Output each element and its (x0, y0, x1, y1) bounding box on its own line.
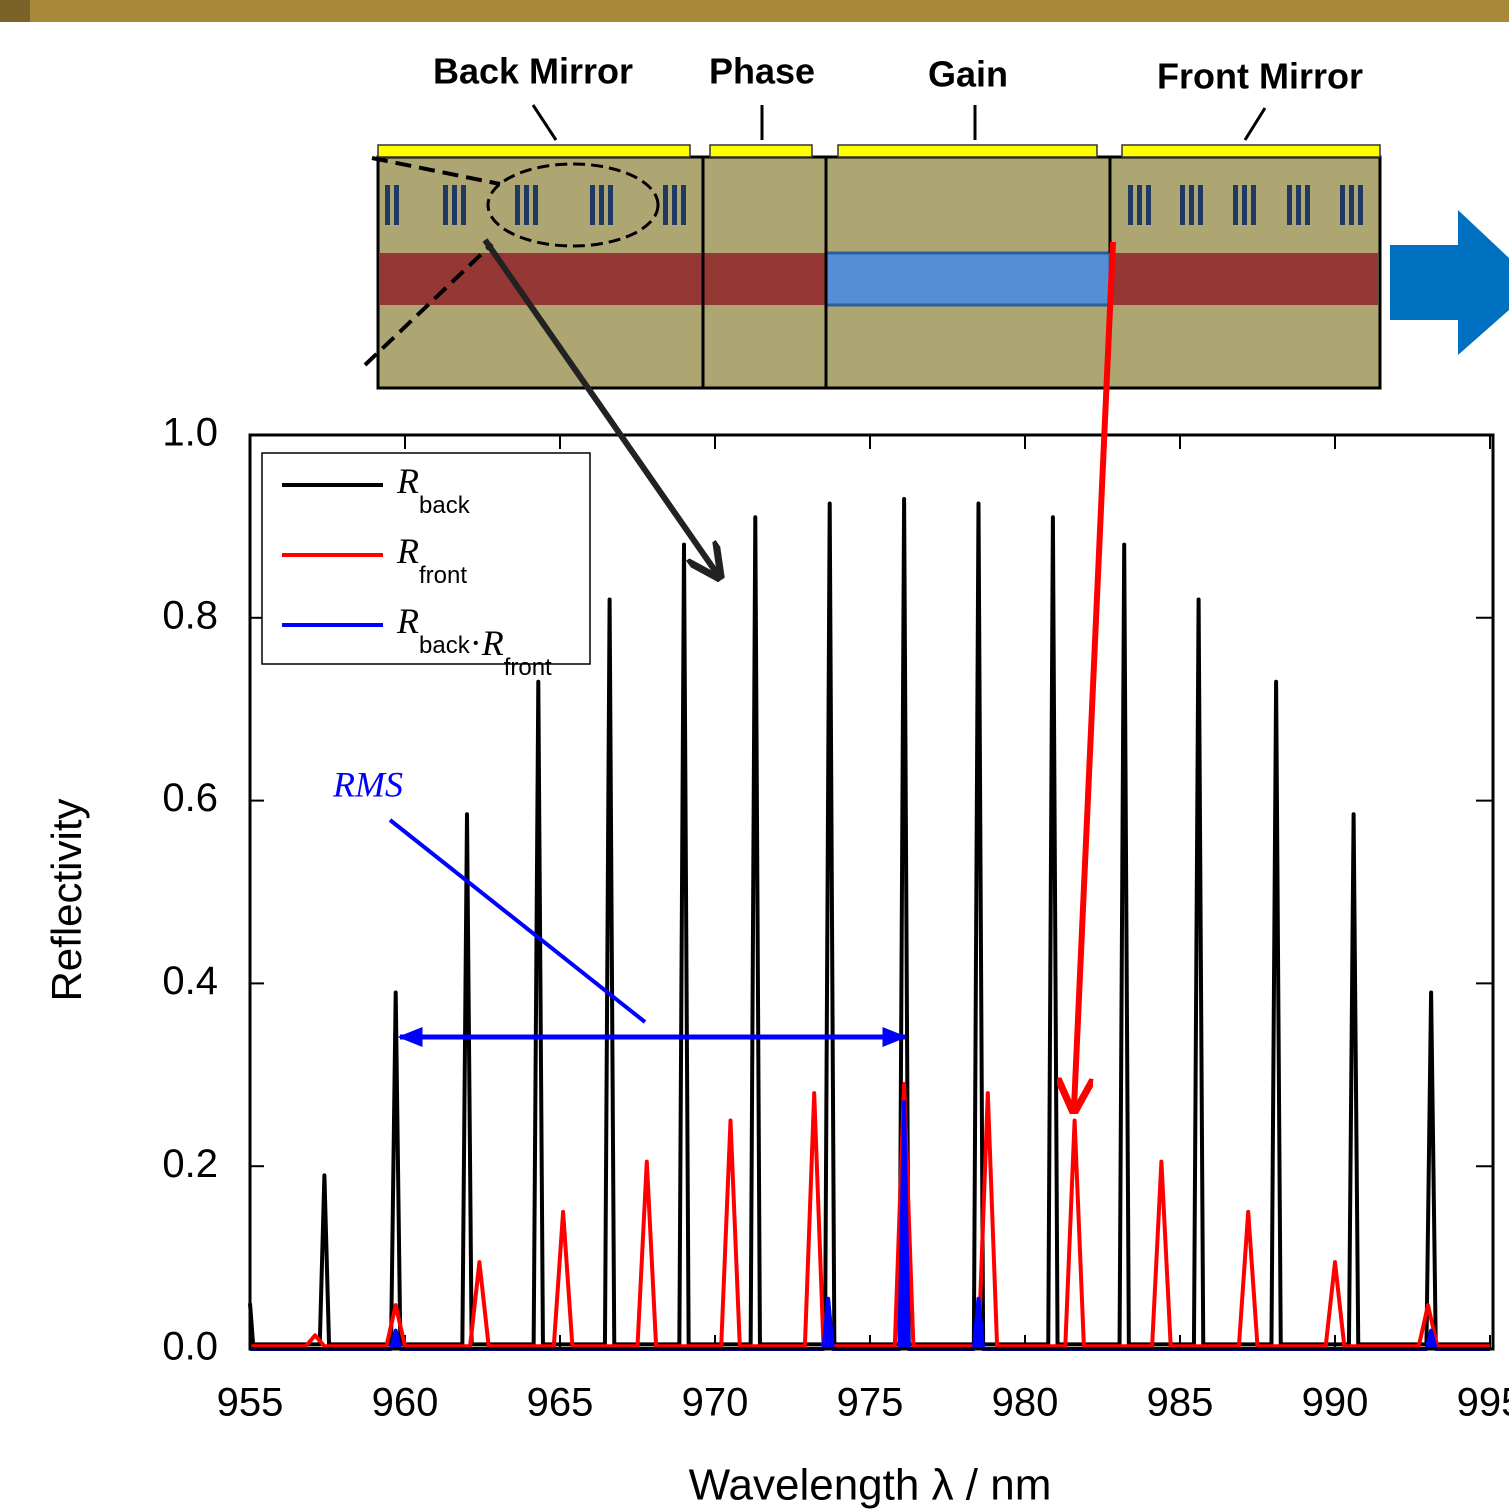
legend-symbol: R (396, 601, 419, 641)
waveguide-passive (380, 253, 826, 305)
grating-bar (1287, 185, 1292, 225)
legend-symbol: R (396, 531, 419, 571)
plot-frame (248, 433, 1495, 1351)
leader-line (531, 104, 558, 141)
grating-bar (443, 185, 448, 225)
y-tick-label: 0.8 (162, 593, 218, 637)
y-tick-label: 0.2 (162, 1142, 218, 1186)
legend-subscript: back (419, 632, 471, 659)
y-tick-label: 0.6 (162, 776, 218, 820)
y-axis-label: Reflectivity (43, 798, 90, 1001)
grating-bar (1349, 185, 1354, 225)
x-tick-label: 965 (527, 1381, 594, 1425)
legend-subscript: back (419, 492, 471, 519)
legend-label: Rback (396, 461, 471, 519)
grating-bar (1242, 185, 1247, 225)
plot: 0.0 0.2 0.4 0.6 0.8 1.0 955 960 965 970 975 980 985 9… (162, 411, 1509, 1425)
y-tick-label: 1.0 (162, 411, 218, 455)
y-tick-label: 0.0 (162, 1325, 218, 1369)
legend-label: Rfront (396, 531, 467, 589)
rms-label: RMS (332, 764, 403, 804)
legend-subscript: front (504, 654, 552, 681)
grating-bar (663, 185, 668, 225)
x-axis-label: Wavelength λ / nm (689, 1461, 1052, 1510)
grating-bar (1137, 185, 1142, 225)
contact (709, 144, 813, 158)
section-label: Phase (709, 51, 815, 92)
legend-subscript: front (419, 562, 467, 589)
grating-bar (394, 185, 399, 225)
section-label: Gain (928, 54, 1008, 95)
legend-symbol: R (481, 623, 504, 663)
x-tick-label: 995 (1457, 1381, 1509, 1425)
series-area (250, 1102, 1490, 1349)
grating-bar (1305, 185, 1310, 225)
grating-bar (515, 185, 520, 225)
grating-bar (1189, 185, 1194, 225)
section-label: Back Mirror (433, 51, 633, 92)
x-tick-label: 985 (1147, 1381, 1214, 1425)
series-line (250, 1081, 1490, 1349)
grating-bar (608, 185, 613, 225)
pointer-arrow (482, 238, 718, 575)
grating-bar (452, 185, 457, 225)
section-label: Front Mirror (1157, 56, 1363, 97)
grating-bar (672, 185, 677, 225)
grating-bar (524, 185, 529, 225)
grating-bar (461, 185, 466, 225)
pointer-arrow (1074, 241, 1116, 1108)
device-diagram: Back Mirror Phase Gain Front Mirror (363, 51, 1509, 390)
x-tick-label: 960 (372, 1381, 439, 1425)
y-tick-label: 0.4 (162, 959, 218, 1003)
top-band-corner (0, 0, 30, 22)
grating-bar (599, 185, 604, 225)
grating-bar (590, 185, 595, 225)
zoom-line (363, 242, 494, 367)
contact (1121, 144, 1381, 158)
grating-bar (1128, 185, 1133, 225)
grating-bar (1251, 185, 1256, 225)
grating-bar (385, 185, 390, 225)
output-arrow (1390, 210, 1509, 355)
legend-symbol: · (470, 623, 482, 663)
legend-box (261, 452, 591, 665)
x-tick-label: 990 (1302, 1381, 1369, 1425)
legend-label: Rback·Rfront (396, 601, 552, 681)
legend-symbol: R (396, 461, 419, 501)
rms-pointer (388, 818, 647, 1024)
grating-bar (533, 185, 538, 225)
zoom-line (371, 156, 501, 186)
top-band (0, 0, 1509, 22)
x-tick-label: 970 (682, 1381, 749, 1425)
contact (837, 144, 1098, 158)
gratings (385, 185, 1363, 225)
grating-bar (681, 185, 686, 225)
x-tick-label: 980 (992, 1381, 1059, 1425)
contact (377, 144, 691, 158)
x-tick-label: 955 (217, 1381, 284, 1425)
waveguide-passive (1110, 253, 1378, 305)
grating-bar (1146, 185, 1151, 225)
grating-bar (1340, 185, 1345, 225)
leader-line (1243, 107, 1267, 141)
grating-bar (1233, 185, 1238, 225)
x-tick-label: 975 (837, 1381, 904, 1425)
grating-bar (1180, 185, 1185, 225)
grating-bar (1198, 185, 1203, 225)
grating-bar (1296, 185, 1301, 225)
zoom-ellipse (486, 162, 660, 248)
grating-bar (1358, 185, 1363, 225)
series-line (250, 1100, 1490, 1351)
waveguide-gain (824, 251, 1112, 307)
